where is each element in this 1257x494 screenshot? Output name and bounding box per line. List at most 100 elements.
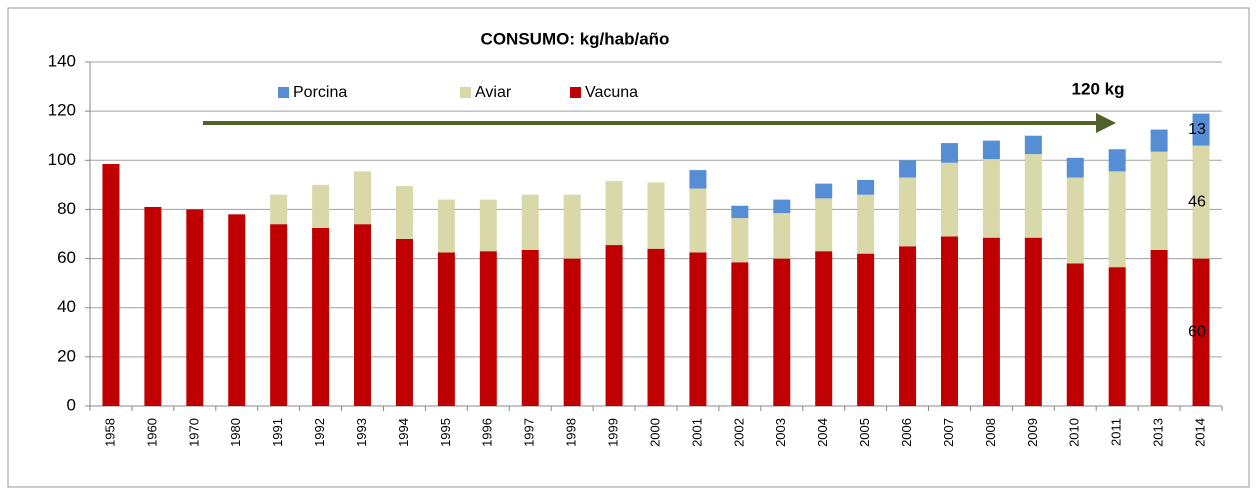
y-tick-label: 60 [57, 248, 76, 267]
bar-segment [186, 209, 204, 406]
x-tick-label: 1993 [354, 418, 369, 447]
bar-segment [1108, 149, 1126, 172]
x-tick-label: 2002 [731, 418, 746, 447]
chart-frame [7, 7, 1250, 488]
x-tick-label: 2000 [647, 418, 662, 447]
data-label: 46 [1188, 193, 1206, 210]
y-tick-label: 140 [48, 51, 76, 70]
x-tick-label: 2010 [1067, 418, 1082, 447]
x-tick-label: 2006 [899, 418, 914, 447]
bar-segment [815, 251, 833, 406]
bar-segment [563, 258, 581, 406]
bar-segment [1024, 237, 1042, 406]
x-tick-label: 1999 [606, 418, 621, 447]
x-tick-label: 2014 [1192, 418, 1207, 447]
x-tick-label: 2011 [1109, 418, 1124, 446]
bar-segment [228, 214, 246, 406]
y-tick-label: 0 [67, 395, 76, 414]
bar-segment [521, 249, 539, 406]
x-tick-label: 1960 [144, 418, 159, 447]
x-tick-label: 1991 [270, 418, 285, 447]
x-tick-label: 2007 [941, 418, 956, 447]
x-tick-label: 2005 [857, 418, 872, 447]
bar-segment [857, 253, 875, 406]
bar-segment [982, 159, 1000, 238]
bar-segment [1024, 135, 1042, 155]
bar-segment [899, 177, 917, 247]
x-tick-label: 1998 [564, 418, 579, 447]
bar-segment [940, 143, 958, 163]
bar-segment [1150, 129, 1168, 152]
bar-segment [479, 251, 497, 406]
x-tick-label: 1980 [228, 418, 243, 447]
bar-segment [731, 205, 749, 219]
bar-segment [395, 186, 413, 239]
bar-segment [647, 248, 665, 406]
bar-segment [270, 194, 288, 225]
x-tick-label: 2004 [815, 418, 830, 447]
x-tick-label: 1997 [522, 418, 537, 447]
bar-segment [731, 262, 749, 406]
bar-segment [857, 194, 875, 254]
x-tick-label: 2003 [773, 418, 788, 447]
y-tick-label: 100 [48, 150, 76, 169]
bar-segment [689, 170, 707, 189]
bar-segment [144, 206, 162, 406]
bar-segment [689, 188, 707, 253]
y-tick-label: 80 [57, 199, 76, 218]
bar-segment [1150, 151, 1168, 250]
bar-segment [940, 236, 958, 406]
bar-segment [395, 238, 413, 406]
x-tick-label: 1958 [102, 418, 117, 447]
bar-segment [647, 182, 665, 249]
bar-segment [899, 160, 917, 178]
bar-segment [1108, 171, 1126, 268]
x-tick-label: 2013 [1151, 418, 1166, 447]
chart-title: CONSUMO: kg/hab/año [481, 29, 670, 48]
bar-segment [437, 199, 455, 253]
bar-segment [605, 245, 623, 406]
x-tick-label: 1970 [186, 418, 201, 447]
bar-segment [479, 199, 497, 252]
bar-segment [1024, 154, 1042, 238]
arrow-head [1096, 113, 1116, 133]
bar-segment [1108, 267, 1126, 406]
bar-segment [270, 224, 288, 406]
bar-segment [1150, 249, 1168, 406]
bar-segment [815, 198, 833, 252]
bar-segment [1066, 177, 1084, 264]
bar-segment [312, 227, 330, 406]
legend-label: Vacuna [585, 84, 638, 101]
bar-segment [982, 140, 1000, 160]
bar-segment [689, 252, 707, 406]
legend-swatch [570, 87, 581, 98]
y-tick-label: 20 [57, 346, 76, 365]
bar-segment [1066, 157, 1084, 178]
legend-swatch [460, 87, 471, 98]
legend-swatch [278, 87, 289, 98]
annotation: 120 kg [1072, 79, 1125, 98]
x-tick-label: 2009 [1025, 418, 1040, 447]
x-tick-label: 1992 [312, 418, 327, 447]
data-label: 13 [1188, 121, 1206, 138]
bar-segment [1192, 113, 1210, 146]
legend-label: Aviar [475, 84, 512, 101]
y-tick-label: 40 [57, 297, 76, 316]
bar-segment [605, 181, 623, 246]
bar-segment [773, 199, 791, 214]
bar-segment [1192, 258, 1210, 406]
x-tick-label: 1995 [438, 418, 453, 447]
bar-segment [354, 224, 372, 406]
bar-segment [899, 246, 917, 406]
bar-segment [437, 252, 455, 406]
bar-segment [773, 258, 791, 406]
legend-label: Porcina [293, 84, 347, 101]
bar-segment [815, 183, 833, 199]
x-tick-label: 2008 [983, 418, 998, 447]
bar-segment [857, 179, 875, 195]
bar-segment [1192, 145, 1210, 259]
bar-segment [563, 194, 581, 259]
bar-segment [102, 163, 120, 406]
bar-segment [354, 171, 372, 225]
